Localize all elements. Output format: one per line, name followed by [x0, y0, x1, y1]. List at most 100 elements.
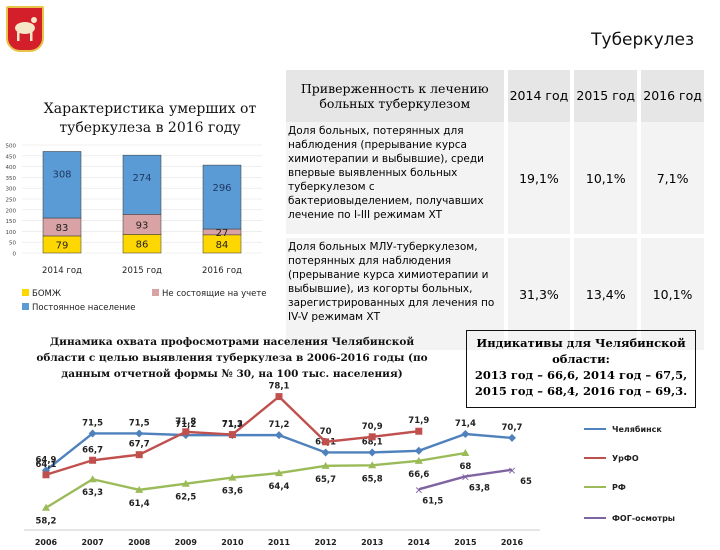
data-point	[135, 485, 144, 493]
bar-segment	[42, 151, 82, 219]
data-point	[461, 449, 470, 456]
legend-swatch	[22, 303, 29, 310]
y-tick-label: 250	[6, 198, 17, 204]
data-point	[414, 456, 423, 464]
table-cell-value: 7,1%	[637, 122, 704, 236]
table-row: Доля больных МЛУ-туберкулезом, потерянны…	[286, 234, 704, 350]
indicators-line: области:	[552, 352, 610, 366]
legend-label: Челябинск	[612, 424, 662, 434]
data-point	[228, 431, 236, 439]
stacked-bar-chart: 0 50 100 150 200 250 300 350 400 450 500 79 83 308 201…	[6, 144, 267, 314]
x-tick-label: 2012	[314, 538, 336, 547]
data-point	[321, 461, 330, 469]
page-title: Туберкулез	[591, 30, 694, 50]
x-tick-label: 2014 год	[42, 266, 82, 276]
data-point	[368, 433, 376, 441]
data-point	[181, 479, 190, 487]
y-tick-label: 100	[6, 230, 17, 236]
y-tick-label: 150	[6, 219, 17, 225]
table-header-title: Приверженность к лечению больных туберку…	[286, 70, 506, 122]
data-point	[42, 466, 50, 475]
x-tick-label: 2010	[221, 538, 244, 547]
legend-label: Не состоящие на учете	[162, 289, 267, 299]
x-tick-label: 2009	[175, 538, 198, 547]
x-tick-label: 2011	[268, 538, 291, 547]
table-year-2014: 2014 год	[503, 70, 573, 122]
adherence-table: Приверженность к лечению больных туберку…	[286, 70, 704, 350]
data-label: 78,1	[269, 382, 290, 392]
data-point	[275, 393, 283, 401]
line-chart-title: Динамика охвата профосмотрами населения …	[36, 336, 428, 380]
x-tick-label: 2006	[35, 538, 58, 547]
indicators-line: 2015 год – 68,4, 2016 год – 69,3.	[474, 384, 688, 398]
data-point	[461, 430, 470, 439]
data-label: 71,9	[408, 416, 429, 426]
bar-value-label: 84	[216, 240, 229, 251]
x-tick-label: 2015 год	[122, 266, 162, 276]
table-row-description: Доля больных МЛУ-туберкулезом, потерянны…	[286, 234, 506, 350]
data-point	[368, 448, 377, 457]
data-label: 71,8	[175, 417, 196, 427]
y-tick-label: 450	[6, 154, 17, 160]
data-label: 66,7	[82, 445, 103, 455]
data-label: 65	[520, 477, 532, 487]
data-label: 66,6	[408, 470, 429, 480]
bar-segment	[122, 154, 162, 215]
data-point	[415, 427, 423, 435]
data-label: 63,6	[222, 487, 243, 497]
data-label: 63,3	[82, 488, 103, 498]
y-tick-label: 50	[9, 241, 16, 247]
legend-label: РФ	[612, 483, 626, 492]
indicators-line: Индикативы для Челябинской	[476, 336, 686, 350]
y-tick-label: 300	[6, 187, 17, 193]
indicators-box: Индикативы для Челябинской области: 2013…	[466, 330, 696, 408]
legend-swatch	[152, 289, 159, 296]
data-label: 63,8	[469, 483, 490, 493]
x-tick-label: 2013	[361, 538, 383, 547]
x-tick-label: 2016	[501, 538, 524, 547]
legend-label: БОМЖ	[32, 289, 61, 299]
table-year-2016: 2016 год	[637, 70, 704, 122]
data-label: 64,1	[36, 460, 57, 470]
data-label: 68	[459, 462, 471, 472]
data-label: 70,7	[502, 423, 523, 433]
data-label: 58,2	[36, 517, 57, 527]
table-cell-value: 10,1%	[570, 122, 640, 236]
line-chart: 2006 2007 2008 2009 2010 2011 2012 2013 2014 2015…	[24, 382, 675, 547]
y-tick-label: 200	[6, 208, 17, 214]
y-tick-label: 400	[6, 165, 17, 171]
data-label: 61,4	[129, 499, 150, 509]
data-label: 64,4	[269, 482, 290, 492]
data-point	[275, 469, 283, 477]
x-tick-label: 2015	[454, 538, 477, 547]
data-label: 71,5	[82, 418, 103, 428]
table-row: Доля больных, потерянных для наблюдения …	[286, 122, 704, 236]
data-point: ×	[414, 483, 423, 496]
bar-segment	[202, 164, 242, 230]
data-label: 67,7	[129, 440, 150, 450]
data-point	[321, 448, 330, 457]
bar-value-label: 274	[132, 173, 151, 184]
table-year-2015: 2015 год	[570, 70, 640, 122]
bar-chart-title: Характеристика умерших от туберкулеза в …	[43, 101, 257, 136]
table-header-row: Приверженность к лечению больных туберку…	[286, 70, 704, 122]
bar-value-label: 93	[136, 220, 149, 231]
data-label: 71,3	[222, 420, 243, 430]
data-point	[88, 429, 97, 438]
data-point	[135, 429, 144, 438]
legend-label: ФОГ-осмотры	[612, 514, 675, 523]
y-tick-label: 500	[6, 144, 17, 150]
x-tick-label: 2014	[408, 538, 431, 547]
bar-value-label: 83	[56, 223, 69, 234]
table-row-description: Доля больных, потерянных для наблюдения …	[286, 122, 506, 236]
data-label: 65,8	[362, 474, 383, 484]
coat-of-arms-icon	[6, 6, 44, 52]
y-tick-label: 0	[13, 252, 17, 258]
data-point: ×	[461, 470, 470, 483]
data-point	[414, 446, 423, 455]
data-label: 71,2	[269, 420, 290, 430]
legend-label: Постоянное население	[32, 303, 135, 313]
data-label: 65,7	[315, 475, 336, 485]
x-tick-label: 2016 год	[202, 266, 242, 276]
data-point	[368, 461, 377, 469]
